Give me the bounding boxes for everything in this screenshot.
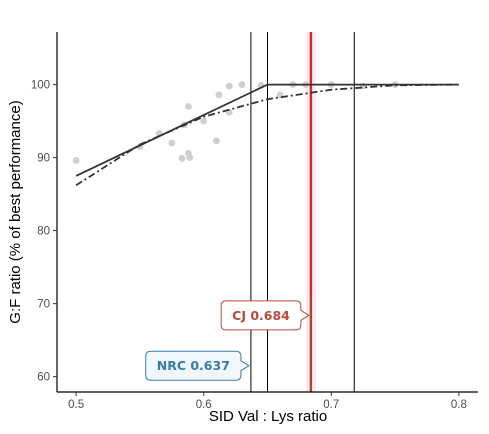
data-point-3: [168, 139, 176, 147]
data-point-4: [178, 154, 186, 162]
fit-lines: [75, 83, 459, 187]
data-point-14: [238, 81, 246, 88]
data-point-0: [72, 157, 80, 164]
callout-label-1: NRC 0.637: [157, 358, 230, 373]
callouts: CJ 0.684 NRC 0.637: [145, 300, 310, 381]
y-tick-label-0: 60: [37, 372, 50, 384]
callout-label-0: CJ 0.684: [232, 308, 290, 323]
callout-box-0: [220, 300, 310, 331]
x-tick-label-1: 0.6: [196, 399, 212, 411]
x-axis-title: SID Val : Lys ratio: [209, 408, 327, 425]
y-tick-label-2: 80: [37, 226, 50, 238]
x-tick-label-0: 0.5: [68, 399, 84, 411]
x-tick-label-3: 0.8: [451, 399, 467, 411]
y-tick-label-4: 100: [31, 80, 50, 92]
callout-box-1: [145, 350, 250, 381]
data-points: [72, 81, 399, 164]
data-point-6: [185, 103, 192, 110]
y-tick-label-1: 70: [37, 299, 50, 311]
callout-1: NRC 0.637: [145, 350, 250, 381]
data-point-9: [200, 117, 208, 125]
data-point-13: [225, 82, 233, 90]
callout-0: CJ 0.684: [220, 300, 310, 331]
data-point-8: [186, 154, 194, 161]
y-axis-title: G:F ratio (% of best performance): [7, 100, 24, 323]
fit-line-dashdot: [75, 83, 459, 187]
axes: 0.5 0.6 0.7 0.8 60 70 80 90 100: [31, 32, 478, 411]
y-tick-label-3: 90: [37, 153, 50, 165]
data-point-10: [213, 137, 220, 145]
data-point-11: [215, 91, 223, 99]
x-tick-label-2: 0.7: [323, 399, 339, 411]
